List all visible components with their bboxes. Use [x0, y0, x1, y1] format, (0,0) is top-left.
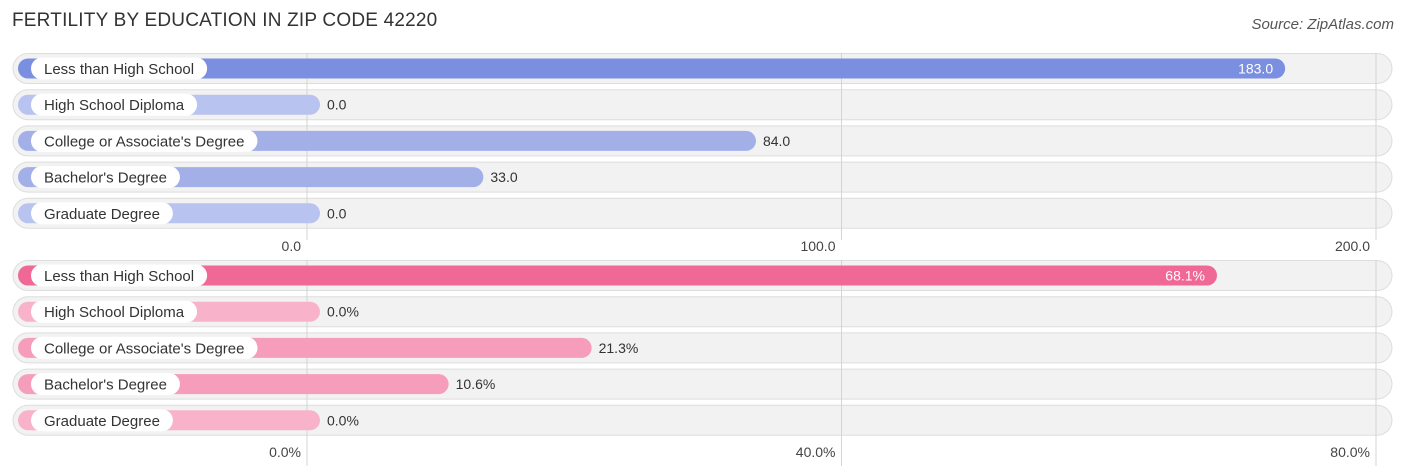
- category-label: Bachelor's Degree: [44, 377, 167, 394]
- source-credit: Source: ZipAtlas.com: [1251, 16, 1394, 33]
- category-label: College or Associate's Degree: [44, 133, 244, 150]
- tick-label: 0.0%: [269, 444, 301, 460]
- value-label: 10.6%: [456, 376, 496, 392]
- tick-label: 40.0%: [796, 444, 836, 460]
- tick-label: 100.0: [800, 238, 835, 254]
- category-label: Bachelor's Degree: [44, 170, 167, 187]
- bar-track: [12, 296, 1393, 328]
- bar: [18, 265, 1217, 286]
- tick-label: 200.0: [1335, 238, 1370, 254]
- category-label: Graduate Degree: [44, 206, 160, 223]
- value-label: 68.1%: [1165, 268, 1205, 284]
- chart-2: Less than High School 68.1% High School Di…: [12, 260, 1393, 466]
- category-label-pill: [31, 166, 180, 189]
- bar-track: [12, 197, 1393, 229]
- category-label-pill: [31, 336, 258, 359]
- category-label-pill: [31, 409, 173, 432]
- category-label: High School Diploma: [44, 304, 185, 321]
- category-label-pill: [31, 202, 173, 225]
- value-label: 21.3%: [599, 340, 639, 356]
- bar-track: [12, 89, 1393, 121]
- tick-label: 80.0%: [1330, 444, 1370, 460]
- value-label: 0.0: [327, 205, 347, 221]
- chart-title: FERTILITY BY EDUCATION IN ZIP CODE 42220: [12, 10, 438, 31]
- value-label: 183.0: [1238, 61, 1273, 77]
- category-label-pill: [31, 373, 180, 396]
- category-label-pill: [31, 57, 208, 80]
- category-label-pill: [31, 129, 258, 152]
- category-label-pill: [31, 93, 198, 116]
- bar: [18, 58, 1286, 79]
- category-label: College or Associate's Degree: [44, 340, 244, 357]
- category-label-pill: [31, 264, 208, 287]
- bar-track: [12, 404, 1393, 436]
- value-label: 84.0: [763, 133, 790, 149]
- category-label: High School Diploma: [44, 97, 185, 114]
- category-label-pill: [31, 300, 198, 323]
- value-label: 0.0%: [327, 304, 359, 320]
- value-label: 0.0: [327, 97, 347, 113]
- value-label: 0.0%: [327, 412, 359, 428]
- category-label: Less than High School: [44, 61, 194, 78]
- category-label: Less than High School: [44, 268, 194, 285]
- value-label: 33.0: [490, 169, 517, 185]
- chart-1: Less than High School 183.0 High School Di…: [12, 53, 1393, 254]
- category-label: Graduate Degree: [44, 413, 160, 430]
- tick-label: 0.0: [282, 238, 302, 254]
